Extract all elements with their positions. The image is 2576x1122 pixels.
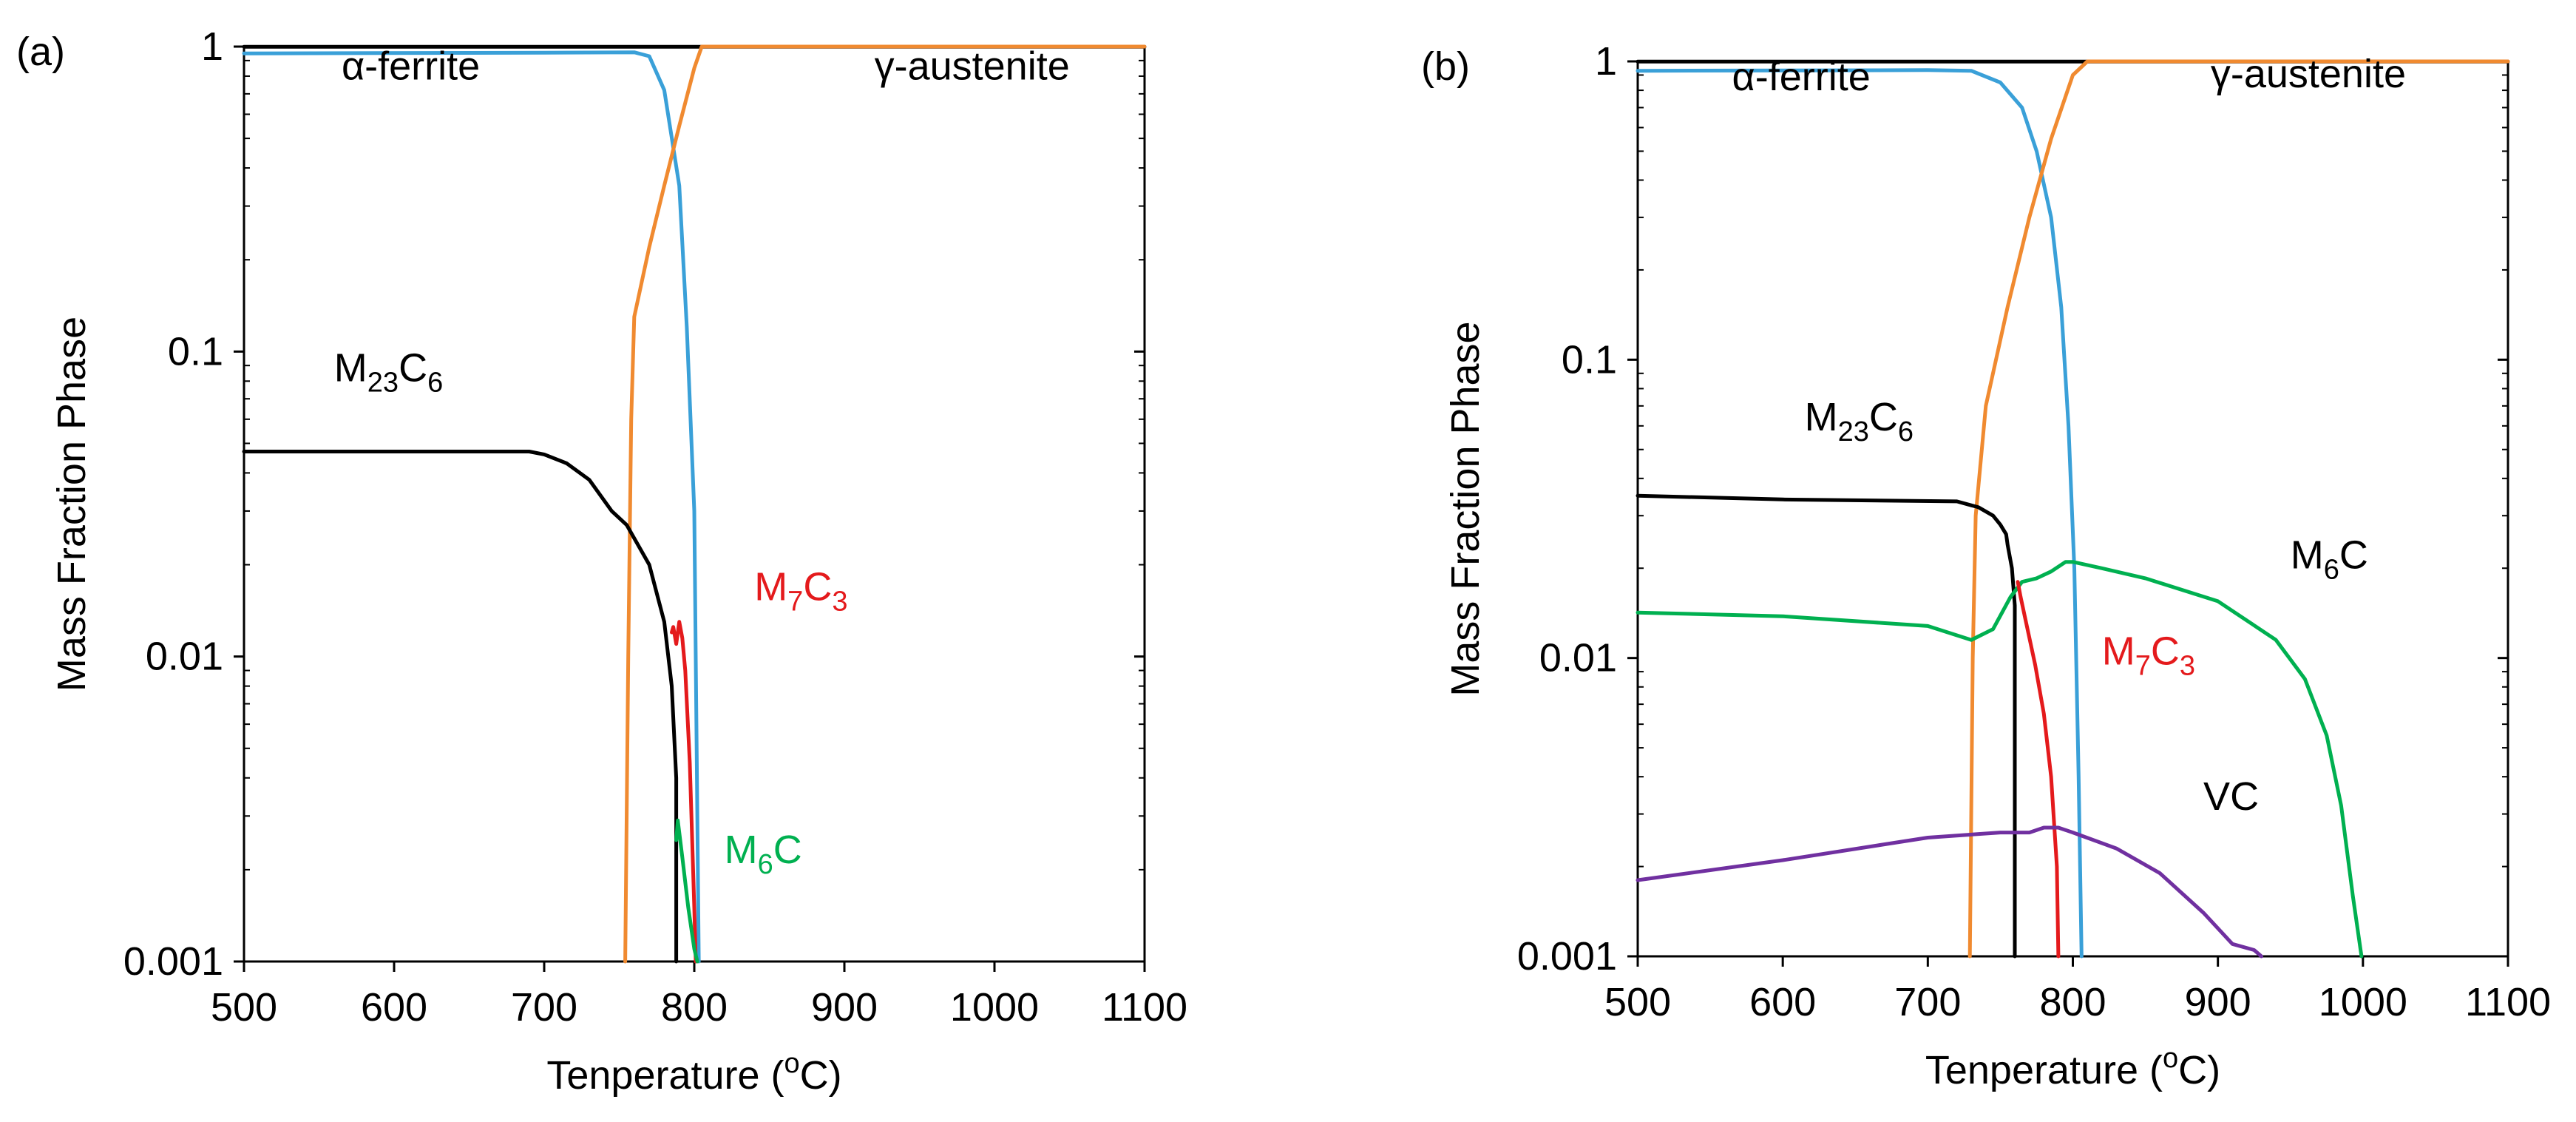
panel-a-label--ferrite: α-ferrite [342, 44, 480, 88]
panel-a-x-axis-title: Tenperature (oC) [546, 1048, 841, 1098]
panel-b-x-tick-label: 1000 [2319, 980, 2407, 1024]
panel-b-series--austenite [1967, 59, 2510, 959]
panel-b-series-m23c6 [1636, 493, 2017, 959]
panel-b-chart: 500 600 700 800 900 1000 1100 0.001 0.01 0.1 1 Tenp… [1421, 39, 2551, 1092]
panel-b-x-tick-label: 700 [1894, 980, 1961, 1024]
panel-b-y-tick-label: 0.1 [1562, 337, 1617, 382]
panel-a-y-tick-label: 0.001 [123, 939, 223, 984]
panel-a-series-m23c6 [242, 450, 679, 964]
panel-a-label-m7c3: M7C3 [754, 565, 847, 618]
panel-a-y-axis-title: Mass Fraction Phase [50, 317, 94, 692]
panel-b-series--ferrite [1636, 68, 2084, 959]
panel-b-x-tick-label: 500 [1604, 980, 1671, 1024]
panel-a-y-tick-label: 0.01 [146, 635, 223, 679]
panel-b-label-vc: VC [2203, 774, 2259, 819]
panel-b-label--austenite: γ-austenite [2211, 52, 2406, 96]
panel-a-x-tick-label: 900 [811, 985, 878, 1030]
panel-b-label-m7c3: M7C3 [2102, 629, 2195, 682]
panel-b-y-tick-label: 0.001 [1517, 934, 1617, 979]
panel-a-y-tick-label: 0.1 [168, 329, 223, 374]
panel-a-label--austenite: γ-austenite [875, 44, 1070, 88]
panel-a-label-m6c: M6C [725, 828, 802, 880]
panel-a-x-tick-label: 1000 [950, 985, 1039, 1030]
panel-b-x-tick-label: 1100 [2465, 980, 2551, 1024]
panel-b-x-tick-label: 600 [1749, 980, 1816, 1024]
panel-a-series--austenite [623, 44, 1147, 964]
panel-a-series--ferrite [242, 50, 701, 964]
panel-b-x-tick-label: 800 [2039, 980, 2106, 1024]
panel-a-chart: 500 600 700 800 900 1000 1100 0.001 0.01 0.1 1 Tenp… [16, 24, 1187, 1098]
panel-b-y-tick-label: 0.01 [1539, 636, 1617, 680]
panel-b-series-m7c3 [2016, 580, 2061, 959]
panel-b-series-m6c [1636, 560, 2364, 959]
panel-a-x-tick-label: 500 [211, 985, 277, 1030]
panel-a-x-tick-label: 800 [661, 985, 728, 1030]
panel-a-series-m6c [674, 818, 699, 964]
panel-a-x-tick-label: 700 [511, 985, 577, 1030]
panel-b-y-axis-title: Mass Fraction Phase [1443, 321, 1488, 696]
panel-b-series-vc [1636, 825, 2263, 959]
panel-b-label-m6c: M6C [2291, 533, 2368, 585]
panel-a-label: (a) [16, 30, 65, 74]
panel-b-label--ferrite: α-ferrite [1732, 55, 1871, 99]
panel-a-x-tick-label: 600 [361, 985, 427, 1030]
panel-b-label: (b) [1421, 44, 1470, 89]
panel-a-y-tick-label: 1 [201, 24, 223, 69]
panel-b-y-tick-label: 1 [1595, 39, 1617, 84]
panel-a-series-m7c3 [670, 620, 698, 964]
panel-a-x-tick-label: 1100 [1102, 985, 1187, 1030]
panel-b-x-tick-label: 900 [2185, 980, 2251, 1024]
panel-b-x-axis-title: Tenperature (oC) [1925, 1043, 2220, 1092]
panel-b-label-m23c6: M23C6 [1805, 395, 1914, 447]
panel-a-label-m23c6: M23C6 [334, 345, 443, 398]
